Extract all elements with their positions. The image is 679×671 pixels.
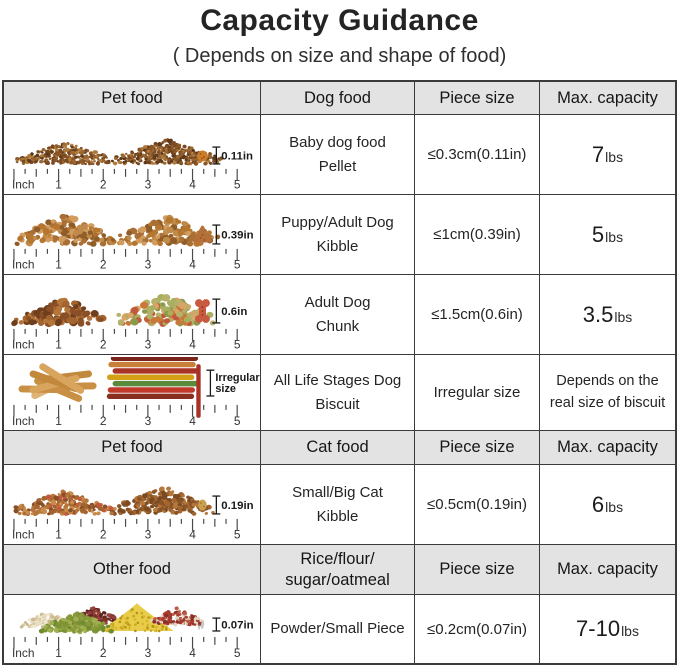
svg-text:Inch: Inch bbox=[12, 337, 34, 351]
page-title: Capacity Guidance bbox=[200, 4, 479, 37]
svg-text:5: 5 bbox=[234, 337, 241, 351]
table-header-cat: Pet food Cat food Piece size Max. capaci… bbox=[4, 431, 675, 465]
food-name: All Life Stages Dog Biscuit bbox=[273, 372, 402, 413]
table-row: 0.6in Inch 1 2 3 4 5 Adult Dog Chunk ≤1.5cm(0.… bbox=[4, 275, 675, 355]
header-cell-piece-size: Piece size bbox=[415, 431, 540, 464]
header-cell-dog-food: Dog food bbox=[261, 82, 415, 114]
svg-text:Inch: Inch bbox=[12, 413, 34, 427]
table-row: 0.07in Inch 1 2 3 4 5 Powder/Small Piece ≤0.2c… bbox=[4, 595, 675, 663]
max-capacity: 3.5 lbs bbox=[582, 301, 633, 327]
svg-text:4: 4 bbox=[189, 257, 196, 271]
food-name: Puppy/Adult Dog Kibble bbox=[281, 214, 394, 255]
illustration-cell: 0.07in Inch 1 2 3 4 5 bbox=[4, 595, 261, 663]
header-cell-other-food: Other food bbox=[4, 545, 261, 594]
header-cell-pet-food: Pet food bbox=[4, 82, 261, 114]
food-name: Adult Dog Chunk bbox=[304, 294, 371, 335]
illustration-cell: 0.39in Inch 1 2 3 4 5 bbox=[4, 195, 261, 274]
svg-text:size: size bbox=[215, 383, 236, 395]
piece-size: ≤0.2cm(0.07in) bbox=[427, 620, 527, 638]
table-header-other: Other food Rice/flour/ sugar/oatmeal Pie… bbox=[4, 545, 675, 595]
food-name: Baby dog food Pellet bbox=[289, 134, 386, 175]
svg-text:1: 1 bbox=[55, 337, 62, 351]
svg-text:Inch: Inch bbox=[12, 257, 34, 271]
svg-text:Inch: Inch bbox=[12, 527, 34, 541]
header-cell-piece-size: Piece size bbox=[415, 82, 540, 114]
header-cell-piece-size: Piece size bbox=[415, 545, 540, 594]
svg-text:5: 5 bbox=[234, 177, 241, 191]
svg-text:2: 2 bbox=[100, 413, 107, 427]
svg-text:Inch: Inch bbox=[12, 646, 34, 660]
illustration-cell: 0.6in Inch 1 2 3 4 5 bbox=[4, 275, 261, 354]
svg-text:3: 3 bbox=[145, 413, 152, 427]
svg-text:3: 3 bbox=[145, 337, 152, 351]
svg-text:2: 2 bbox=[100, 337, 107, 351]
cat-kibble-pile-illustration: 0.19in Inch 1 2 3 4 5 bbox=[12, 486, 254, 541]
svg-text:2: 2 bbox=[100, 527, 107, 541]
svg-text:0.19in: 0.19in bbox=[221, 499, 253, 511]
svg-text:3: 3 bbox=[145, 646, 152, 660]
svg-text:5: 5 bbox=[234, 413, 241, 427]
svg-text:4: 4 bbox=[189, 527, 196, 541]
svg-text:2: 2 bbox=[100, 646, 107, 660]
table-row: Irregular size Inch 1 2 3 4 5 All Life Stages D… bbox=[4, 355, 675, 431]
piece-size: ≤0.5cm(0.19in) bbox=[427, 496, 527, 513]
illustration-cell: 0.11in Inch 1 2 3 4 5 bbox=[4, 115, 261, 194]
header-cell-max-capacity: Max. capacity bbox=[540, 545, 675, 594]
svg-text:4: 4 bbox=[189, 413, 196, 427]
svg-text:1: 1 bbox=[55, 257, 62, 271]
header-cell-cat-food: Cat food bbox=[261, 431, 415, 464]
svg-text:5: 5 bbox=[234, 646, 241, 660]
illustration-cell: Irregular size Inch 1 2 3 4 5 bbox=[4, 355, 261, 430]
svg-text:4: 4 bbox=[189, 646, 196, 660]
table-header-dog: Pet food Dog food Piece size Max. capaci… bbox=[4, 82, 675, 115]
svg-text:3: 3 bbox=[145, 177, 152, 191]
svg-text:1: 1 bbox=[55, 527, 62, 541]
pellet-pile-illustration: 0.11in Inch 1 2 3 4 5 bbox=[12, 137, 253, 191]
header-cell-max-capacity: Max. capacity bbox=[540, 82, 675, 114]
piece-size: ≤0.3cm(0.11in) bbox=[427, 146, 527, 163]
svg-text:1: 1 bbox=[55, 413, 62, 427]
piece-size: Irregular size bbox=[433, 384, 521, 401]
svg-text:5: 5 bbox=[234, 257, 241, 271]
food-name: Powder/Small Piece bbox=[270, 620, 405, 638]
grains-pile-illustration: 0.07in Inch 1 2 3 4 5 bbox=[12, 603, 254, 660]
header-cell-rice-flour: Rice/flour/ sugar/oatmeal bbox=[261, 545, 415, 594]
svg-text:1: 1 bbox=[55, 646, 62, 660]
table-row: 0.11in Inch 1 2 3 4 5 Baby dog food Pellet ≤0.… bbox=[4, 115, 675, 195]
food-name: Small/Big Cat Kibble bbox=[292, 484, 383, 525]
kibble-pile-illustration: 0.39in Inch 1 2 3 4 5 bbox=[12, 213, 254, 271]
svg-text:1: 1 bbox=[55, 177, 62, 191]
max-capacity: Depends on the real size of biscuit bbox=[549, 373, 666, 411]
svg-text:3: 3 bbox=[145, 257, 152, 271]
page-subtitle: ( Depends on size and shape of food) bbox=[172, 45, 507, 67]
max-capacity: 7 lbs bbox=[591, 141, 624, 167]
illustration-cell: 0.19in Inch 1 2 3 4 5 bbox=[4, 465, 261, 544]
svg-text:4: 4 bbox=[189, 177, 196, 191]
svg-text:4: 4 bbox=[189, 337, 196, 351]
chunk-pile-illustration: 0.6in Inch 1 2 3 4 5 bbox=[11, 293, 247, 351]
max-capacity: 7-10 lbs bbox=[576, 616, 639, 641]
max-capacity: 5 lbs bbox=[591, 221, 624, 247]
piece-size: ≤1cm(0.39in) bbox=[433, 226, 521, 243]
header-cell-pet-food: Pet food bbox=[4, 431, 261, 464]
svg-text:5: 5 bbox=[234, 527, 241, 541]
svg-text:Irregular: Irregular bbox=[215, 372, 260, 384]
capacity-table: Pet food Dog food Piece size Max. capaci… bbox=[2, 80, 677, 665]
piece-size: ≤1.5cm(0.6in) bbox=[431, 306, 523, 323]
header-cell-max-capacity: Max. capacity bbox=[540, 431, 675, 464]
table-row: 0.39in Inch 1 2 3 4 5 Puppy/Adult Dog Kibble ≤… bbox=[4, 195, 675, 275]
svg-text:3: 3 bbox=[145, 527, 152, 541]
table-row: 0.19in Inch 1 2 3 4 5 Small/Big Cat Kibble ≤0.… bbox=[4, 465, 675, 545]
svg-text:2: 2 bbox=[100, 257, 107, 271]
svg-text:2: 2 bbox=[100, 177, 107, 191]
svg-text:0.39in: 0.39in bbox=[221, 229, 253, 241]
svg-text:0.6in: 0.6in bbox=[221, 306, 247, 318]
max-capacity: 6 lbs bbox=[591, 491, 624, 517]
svg-text:Inch: Inch bbox=[12, 177, 34, 191]
svg-text:0.07in: 0.07in bbox=[221, 620, 253, 632]
svg-text:0.11in: 0.11in bbox=[221, 150, 253, 162]
